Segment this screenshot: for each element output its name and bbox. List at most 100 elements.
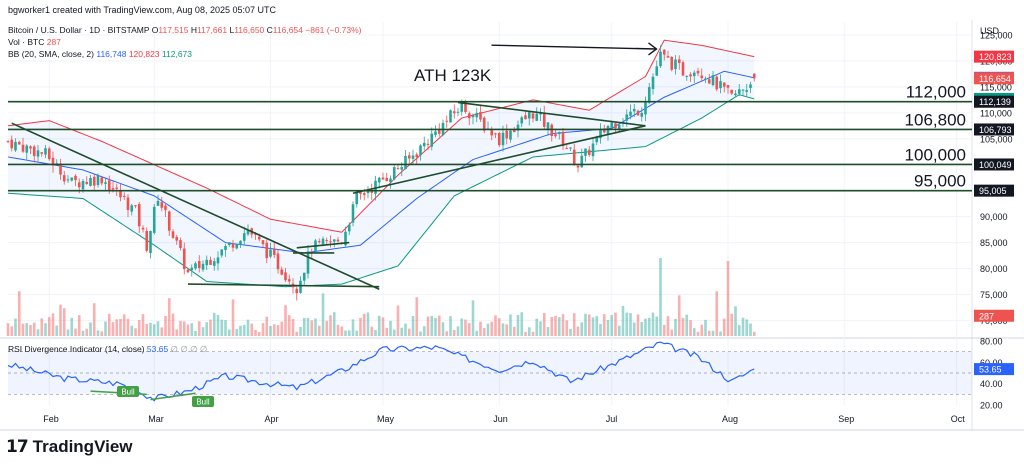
candle-body [107,180,111,191]
candle-body [520,117,524,124]
volume-value: 287 [47,37,61,47]
currency-label: USD [980,26,1000,36]
candle-body [734,93,737,96]
candle-body [347,224,351,232]
volume-bar [700,324,704,336]
candle-body [329,241,332,243]
candle-body [602,128,606,133]
volume-bar [647,317,651,336]
bollinger-legend: BB (20, SMA, close, 2) 116,748 120,823 1… [8,49,192,59]
candle-body [295,288,299,294]
volume-bar [524,331,527,336]
volume-bar [347,330,351,336]
volume-bar [707,330,711,336]
bull-divergence-line [150,392,196,401]
volume-bar [749,323,752,336]
candle-body [595,136,599,143]
volume-bar [726,261,730,336]
candle-body [44,148,47,155]
candle-body [261,240,265,245]
candle-body [741,89,745,91]
candle-body [677,59,681,63]
y-tick-label: 105,000 [980,134,1013,144]
level-label: 106,800 [905,110,966,129]
candle-body [246,230,250,235]
candle-body [479,111,482,120]
price-axis[interactable]: 70,00075,00080,00085,00090,00095,000100,… [974,26,1014,411]
bb-label: BB (20, SMA, close, 2) [8,49,96,59]
candle-body [122,195,126,197]
volume-bar [336,324,340,336]
volume-bar [122,314,126,336]
candle-body [471,115,475,118]
volume-bar [452,330,456,336]
volume-bar [752,331,756,336]
volume-bar [685,314,689,336]
x-tick-label: Aug [722,414,738,424]
candle-body [557,132,561,135]
tradingview-watermark: 17 TradingView [6,437,133,457]
volume-bar [134,328,137,336]
volume-bar [167,298,171,336]
volume-bar [497,318,501,336]
price-badge [974,50,1014,63]
volume-bar [539,321,542,336]
volume-bar [302,317,306,336]
volume-bar [59,304,62,336]
ohlc-value: 116,654 [273,25,305,35]
trendlines[interactable] [8,100,972,291]
trendline [457,101,646,127]
y-tick-label: 85,000 [980,238,1008,248]
volume-bar [299,326,302,336]
candle-body [422,142,426,147]
x-tick-label: Feb [43,414,59,424]
candle-body [576,165,580,168]
volume-bar [704,319,707,336]
rsi-value-badge-label: 53.65 [979,365,1002,375]
symbol-ohlc-line: Bitcoin / U.S. Dollar · 1D · BITSTAMP O1… [8,25,362,35]
volume-bar [479,321,482,336]
tradingview-logo-icon: 17 [6,437,29,457]
volume-bar [621,305,625,336]
volume-bar [257,331,261,336]
candle-body [70,177,74,181]
volume-bar [85,328,89,336]
volume-bar [737,325,741,336]
rsi-tick-label: 60.00 [980,358,1003,368]
volume-bar [430,316,434,336]
rsi-tick-label: 40.00 [980,379,1003,389]
price-badge-label: 120,823 [979,52,1012,62]
volume-bar [659,258,662,336]
candle-body [6,141,10,143]
candle-body [400,167,404,170]
time-axis[interactable]: Feb Mar Apr May Jun Jul Aug Sep Oct [43,414,965,424]
change-value: −861 (−0.73%) [305,25,361,35]
candle-body [617,125,621,130]
candle-body [171,231,175,238]
candle-body [659,51,662,67]
trendline [187,283,380,288]
candle-body [535,113,539,121]
candle-body [430,133,434,147]
candle-body [269,249,272,257]
candle-body [40,152,44,154]
ohlc-key: C [267,25,273,35]
candle-body [197,261,201,269]
volume-bar [486,323,490,336]
volume-bar [175,329,179,336]
volume-bar [437,315,441,336]
volume-bar [310,320,314,336]
volume-bar [662,324,666,336]
y-tick-label: 90,000 [980,212,1008,222]
price-badge [974,309,1014,322]
candle-body [434,131,437,136]
candle-body [692,72,696,77]
candle-body [561,131,565,147]
volume-bar [17,291,21,336]
candle-body [644,102,647,115]
volume-bar [10,326,14,336]
candle-body [625,114,629,121]
candle-body [212,261,216,266]
bb-upper-value: 120,823 [129,49,162,59]
